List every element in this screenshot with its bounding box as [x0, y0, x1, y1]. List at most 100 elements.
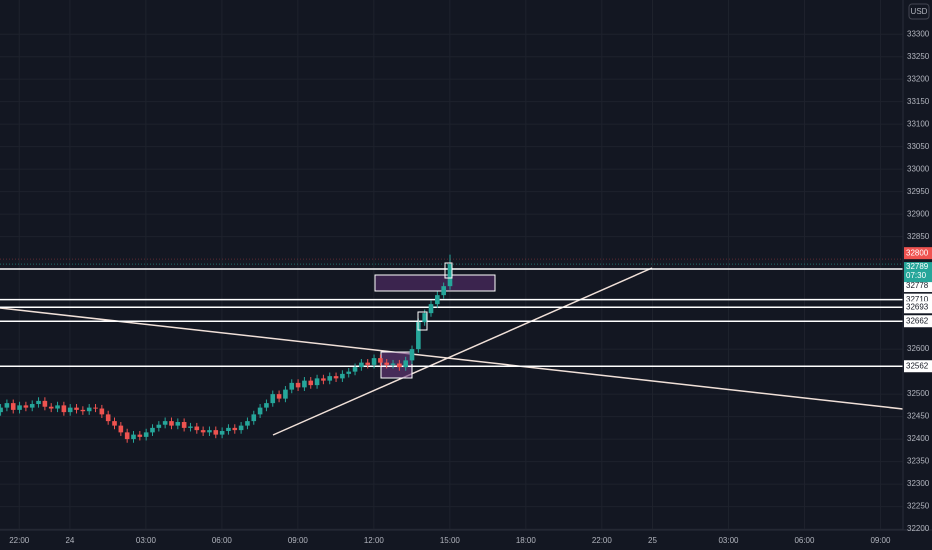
marker-box [444, 262, 453, 279]
zone-box [374, 274, 496, 292]
x-tick-label: 12:00 [364, 536, 385, 545]
candle-body [384, 362, 389, 365]
x-tick-label: 18:00 [516, 536, 537, 545]
candle-body [289, 382, 295, 390]
candle-body [321, 378, 326, 381]
candle-body [232, 427, 238, 431]
candle-body [42, 400, 48, 407]
candle-body [143, 432, 149, 437]
candle-body [86, 407, 92, 412]
candle-body [36, 400, 41, 405]
candle-body [371, 358, 377, 365]
candle-body [283, 389, 288, 399]
trendline [272, 267, 653, 436]
candle-body [251, 414, 257, 422]
candle-body [257, 407, 263, 415]
candles [0, 254, 453, 443]
candle-body [124, 432, 130, 440]
axis: 32200 32250 32300 32350 32400 32450 32500 32600… [0, 29, 932, 545]
candle-body [435, 295, 440, 305]
marker-box [417, 311, 428, 331]
candle-body [4, 403, 10, 408]
candle-body [105, 414, 111, 422]
y-tick-label: 32850 [907, 232, 930, 241]
candle-body [213, 430, 219, 435]
alert-label: 32800 [906, 248, 929, 257]
candle-body [219, 431, 225, 435]
candle-body [10, 403, 16, 410]
candle-body [118, 425, 124, 433]
y-tick-label: 33000 [907, 164, 930, 173]
y-tick-label: 32350 [907, 457, 930, 466]
candle-body [295, 382, 301, 388]
price-line-label: 32562 [906, 361, 929, 370]
candle-body [131, 434, 136, 440]
y-tick-label: 33100 [907, 119, 930, 128]
y-tick-label: 32200 [907, 524, 930, 533]
candle-body [441, 286, 446, 296]
countdown: 07:30 [906, 271, 927, 280]
candle-body [340, 373, 345, 379]
y-tick-label: 32250 [907, 502, 930, 511]
x-tick-label: 09:00 [288, 536, 309, 545]
y-tick-label: 32900 [907, 209, 930, 218]
candle-body [0, 407, 3, 413]
y-tick-label: 33200 [907, 74, 930, 83]
candle-body [346, 371, 352, 374]
price-line-label: 32662 [906, 316, 929, 325]
price-line-label: 32778 [906, 281, 929, 290]
candle-body [264, 403, 269, 408]
y-tick-label: 32950 [907, 187, 930, 196]
candle-body [314, 378, 320, 386]
y-tick-label: 33300 [907, 29, 930, 38]
y-tick-label: 33250 [907, 52, 930, 61]
candle-body [194, 426, 200, 431]
candle-body [397, 363, 402, 368]
candle-body [200, 430, 206, 433]
candle-body [162, 421, 168, 425]
price-line-label-box [904, 301, 932, 314]
candle-body [67, 407, 73, 413]
candle-body [150, 427, 155, 433]
y-tick-label: 32600 [907, 344, 930, 353]
x-tick-label: 22:00 [592, 536, 613, 545]
x-tick-label: 03:00 [136, 536, 157, 545]
candle-body [207, 430, 212, 433]
candle-body [403, 360, 408, 368]
candle-body [352, 367, 358, 372]
candle-body [226, 427, 231, 432]
candle-body [80, 409, 86, 412]
trendline [0, 307, 904, 410]
candle-body [137, 434, 143, 437]
y-tick-label: 32300 [907, 479, 930, 488]
candle-body [409, 349, 415, 361]
x-tick-label: 24 [65, 536, 74, 545]
candle-body [447, 264, 453, 287]
candle-body [112, 421, 117, 426]
x-tick-label: 09:00 [870, 536, 891, 545]
candle-body [308, 380, 314, 386]
candle-body [378, 358, 383, 363]
candle-body [327, 376, 333, 381]
price-line-label-box [904, 280, 932, 293]
candle-body [390, 363, 396, 365]
y-tick-label: 32450 [907, 412, 930, 421]
candle-body [302, 380, 307, 388]
price-line-label: 32693 [906, 302, 929, 311]
x-tick-label: 03:00 [718, 536, 739, 545]
y-tick-label: 33150 [907, 97, 930, 106]
candle-body [245, 421, 250, 426]
candle-body [416, 322, 421, 350]
y-tick-label: 32400 [907, 434, 930, 443]
candle-body [17, 405, 22, 410]
candle-body [365, 362, 371, 365]
candle-body [181, 422, 187, 428]
candle-body [188, 426, 193, 428]
candle-body [61, 405, 67, 413]
candle-body [175, 422, 181, 426]
candle-body [48, 406, 54, 409]
candle-body [422, 313, 427, 323]
currency: USD [911, 7, 928, 16]
candle-body [74, 407, 79, 410]
candle-body [270, 394, 276, 404]
